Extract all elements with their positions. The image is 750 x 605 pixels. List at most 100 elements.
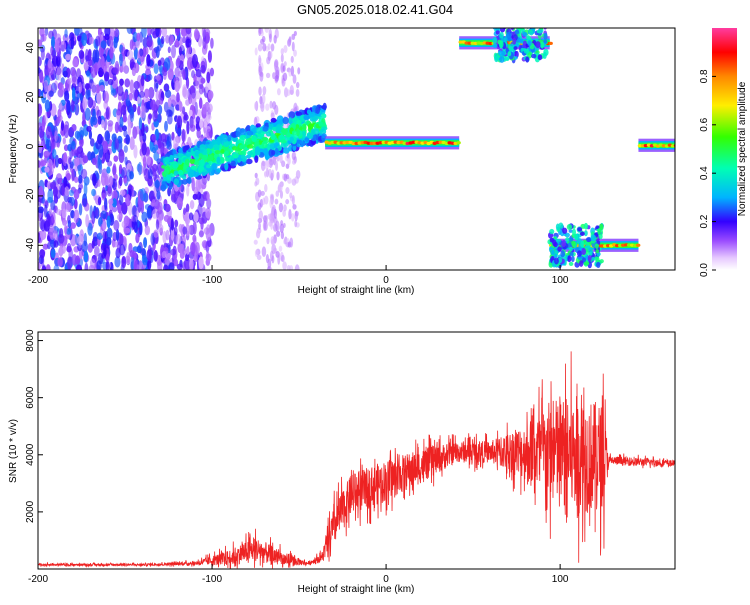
spectrogram-cell	[273, 34, 277, 44]
snr-series-line	[38, 351, 675, 569]
spectrogram-cell	[508, 45, 514, 52]
spectrogram-cell	[47, 196, 54, 204]
spectrogram-cell	[286, 131, 291, 138]
spectrogram-cell	[276, 230, 281, 237]
spectrogram-cell	[540, 41, 545, 49]
spectrogram-cell	[133, 80, 140, 90]
spectrogram-cell	[155, 90, 160, 101]
spectrogram-cell	[126, 28, 133, 35]
spectrogram-cell	[569, 246, 573, 252]
spectrogram-cell	[269, 142, 276, 150]
spectrogram-cell	[73, 189, 80, 200]
spectrogram-cell	[92, 173, 97, 187]
spectrogram-cell	[193, 211, 199, 223]
spectrogram-cell	[271, 255, 275, 264]
spectrogram-cell	[583, 230, 588, 237]
spectrogram-cell	[202, 104, 207, 115]
figure-title: GN05.2025.018.02.41.G04	[297, 2, 453, 17]
y-tick-label: 6000	[25, 386, 36, 409]
spectrogram-cell	[174, 28, 180, 37]
spectrogram-cell	[120, 166, 128, 179]
spectrogram-cell	[160, 184, 167, 192]
spectrogram-cell	[289, 136, 294, 143]
snr-x-ticks: -200 -100 0 100	[28, 564, 569, 585]
spectrogram-cell	[138, 91, 146, 98]
spectrogram-cell	[77, 164, 82, 172]
spectrogram-cell	[282, 128, 288, 136]
spectrogram-cell	[599, 259, 604, 264]
spectrogram-cell	[153, 63, 159, 75]
spectrogram-cell	[46, 213, 51, 228]
spectrogram-cell	[38, 143, 43, 154]
spectrogram-cell	[124, 156, 128, 166]
spectrogram-cell	[211, 140, 218, 146]
spectrogram-cell	[287, 177, 292, 184]
spectrogram-cell	[39, 217, 44, 230]
spectrogram-cell	[190, 84, 197, 99]
spectrogram-cell	[55, 208, 62, 216]
spectrogram-cell	[289, 265, 294, 270]
spectrogram-cell	[456, 141, 461, 145]
spectrogram-cell	[504, 56, 510, 61]
spectrogram-cell	[123, 129, 128, 138]
spectrogram-cell	[192, 220, 197, 235]
spectrogram-cell	[319, 128, 327, 135]
spectrogram-cell	[499, 28, 506, 33]
spectrogram-cell	[170, 44, 177, 59]
spectrogram-cell	[144, 225, 151, 236]
spectrogram-cell	[554, 257, 559, 265]
spectrogram-cell	[56, 66, 62, 81]
spectrogram-cell	[53, 240, 59, 248]
spectrogram-cell	[173, 226, 178, 236]
spectrogram-cell	[112, 198, 117, 208]
spectrogram-cell	[176, 197, 183, 210]
spectrogram-cell	[38, 160, 41, 168]
spectrogram-cell	[198, 165, 204, 171]
spectrogram-cell	[75, 264, 83, 270]
spectrogram-cell	[176, 263, 183, 270]
spectrogram-cell	[147, 259, 152, 270]
y-tick-label: 8000	[25, 329, 36, 352]
spectrogram-cell	[121, 104, 127, 116]
spectrogram-cell	[275, 160, 278, 171]
spectrogram-cell	[269, 197, 274, 209]
spectrogram-cell	[107, 123, 113, 133]
spectrogram-cell	[74, 176, 79, 183]
spectrogram-cell	[269, 159, 274, 166]
spectrogram-cell	[276, 156, 280, 162]
spectrogram-cell	[213, 144, 220, 150]
spectrogram-cell	[102, 230, 107, 244]
spectrogram-cell	[513, 46, 518, 50]
spectrogram-cell	[195, 68, 202, 78]
spectrogram-cell	[184, 158, 190, 166]
spectrogram-cell	[568, 261, 574, 266]
spectrogram-cell	[180, 28, 187, 37]
spectrogram-cell	[282, 72, 288, 82]
spectrogram-cell	[161, 66, 168, 77]
spectrogram-cell	[183, 111, 188, 119]
spectrogram-cell	[129, 136, 135, 150]
spectrogram-cell	[44, 99, 51, 112]
spectrogram-cell	[178, 169, 184, 176]
spectrogram-cell	[635, 243, 641, 247]
spectrogram-cell	[131, 67, 136, 77]
spectrogram-cell	[292, 151, 297, 158]
spectrogram-cell	[193, 250, 199, 263]
spectrogram-cell	[518, 38, 524, 43]
spectrogram-cell	[94, 246, 100, 257]
spectrogram-cell	[253, 239, 258, 245]
spectrogram-cell	[86, 70, 91, 78]
spectrogram-cell	[283, 45, 288, 54]
x-tick-label: -100	[202, 574, 222, 585]
spectrogram-cell	[59, 82, 64, 96]
spectrogram-cell	[188, 109, 193, 117]
spectrogram-cell	[71, 253, 78, 266]
spectrogram-cell	[164, 203, 171, 213]
spectrogram-cell	[548, 41, 553, 45]
spectrogram-cell	[195, 179, 202, 192]
spectrogram-cell	[86, 125, 92, 132]
spectrogram-cell	[113, 155, 119, 162]
spectrogram-cell	[106, 215, 111, 229]
spectrogram-cell	[97, 133, 103, 145]
